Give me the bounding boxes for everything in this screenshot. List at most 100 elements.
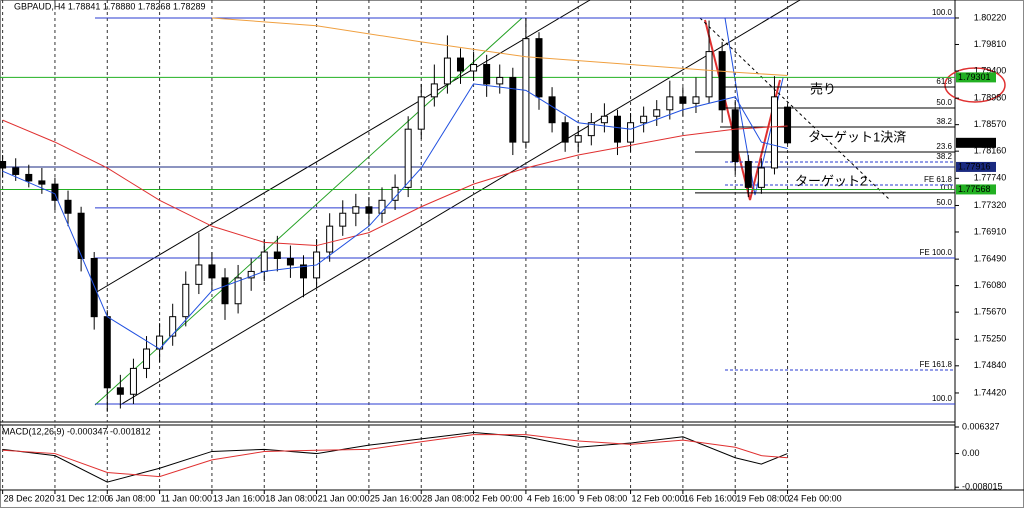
candle-body [574, 135, 582, 143]
y-tick-label: 1.77320 [974, 200, 1007, 210]
level-label: FE 61.8 [924, 175, 953, 184]
x-tick-label: 24 Feb 00:00 [789, 493, 842, 503]
y-tick-label: 1.79400 [974, 65, 1007, 75]
y-tick-label: 1.76080 [974, 280, 1007, 290]
annotation: ターゲット2 [795, 173, 867, 188]
candle-body [757, 167, 765, 188]
candle-body [339, 212, 347, 227]
x-tick-label: 18 Jan 08:00 [265, 493, 317, 503]
x-tick-label: 13 Jan 16:00 [213, 493, 265, 503]
price-tag-label: 1.79301 [958, 72, 991, 82]
y-tick-label: 1.75250 [974, 334, 1007, 344]
candle-body [784, 106, 792, 144]
candle-body [129, 367, 137, 395]
candle-body [548, 96, 556, 124]
candle-body [705, 51, 713, 98]
y-tick-label: 0.006327 [962, 421, 1000, 431]
x-tick-label: 21 Jan 00:00 [318, 493, 370, 503]
price-tag-label: 1.77916 [958, 161, 991, 171]
candle-body [483, 64, 491, 85]
level-label: 61.8 [936, 77, 952, 86]
candle-body [600, 115, 608, 124]
annotation: 売り [810, 81, 836, 96]
candle-body [273, 251, 281, 259]
candle-body [64, 199, 72, 214]
candle-body [378, 199, 386, 214]
x-tick-label: 4 Feb 16:00 [527, 493, 575, 503]
candle-body [234, 277, 242, 305]
candle-body [25, 173, 33, 182]
projection-line [699, 17, 891, 201]
level-label: 50.0 [936, 98, 952, 107]
level-label: 50.0 [936, 198, 952, 207]
x-tick-label: 16 Feb 16:00 [684, 493, 737, 503]
candle-body [260, 251, 268, 272]
candle-body [470, 64, 478, 72]
candle-body [561, 122, 569, 143]
price-tag [956, 184, 996, 195]
candle-body [613, 115, 621, 143]
y-tick-label: 1.77740 [974, 173, 1007, 183]
candle-body [195, 264, 203, 285]
y-tick-label: 1.78160 [974, 146, 1007, 156]
y-tick-label: 1.78980 [974, 93, 1007, 103]
candle-body [679, 96, 687, 104]
y-tick-label: 1.74420 [974, 387, 1007, 397]
candle-body [443, 57, 451, 85]
x-tick-label: 11 Jan 00:00 [161, 493, 212, 503]
candle-body [286, 257, 294, 266]
candle-body [640, 115, 648, 124]
level-label: 0.0 [941, 183, 953, 192]
candle-body [417, 96, 425, 130]
macd-title: MACD(12,26,9) -0.000347 -0.001812 [2, 426, 151, 436]
line-series [2, 432, 788, 483]
candle-body [653, 109, 661, 117]
channel-line [94, 0, 591, 294]
candle-body [77, 212, 85, 259]
candle-body [300, 264, 308, 279]
x-tick-label: 31 Dec 12:00 [56, 493, 110, 503]
candle-body [169, 316, 177, 337]
level-label: 100.0 [932, 394, 953, 403]
candle-body [208, 264, 216, 279]
candle-body [456, 57, 464, 72]
candle-body [587, 122, 595, 137]
line-series [2, 434, 788, 478]
candle-body [90, 257, 98, 318]
candle-body [496, 76, 504, 85]
candle-body [770, 96, 778, 169]
x-tick-label: 9 Feb 08:00 [579, 493, 627, 503]
candle-body [143, 348, 151, 369]
candle-body [365, 206, 373, 214]
candle-body [38, 180, 46, 185]
candle-body [430, 83, 438, 98]
annotation: ターゲット1決済 [808, 129, 906, 144]
candle-body [12, 167, 20, 175]
candle-body [103, 316, 111, 389]
line-series [2, 119, 788, 247]
line-series [211, 17, 788, 77]
level-label: FE 161.8 [920, 360, 953, 369]
price-tag [956, 137, 996, 148]
candle-body [731, 109, 739, 163]
candle-body [391, 186, 399, 201]
x-tick-label: 28 Dec 2020 [4, 493, 55, 503]
drawings [94, 0, 1006, 406]
highlight-circle [944, 67, 1006, 103]
zigzag [724, 17, 784, 196]
candle-body [221, 277, 229, 305]
price-tag-label: 1.77568 [958, 184, 991, 194]
candle-body [509, 76, 517, 143]
x-tick-label: 28 Jan 08:00 [422, 493, 474, 503]
candle-body [0, 161, 7, 169]
candle-body [352, 206, 360, 214]
channel-line [119, 0, 801, 406]
candle-body [326, 225, 334, 253]
level-label: 38.2 [936, 117, 952, 126]
candle-body [692, 96, 700, 104]
candle-body [666, 96, 674, 111]
candle-body [744, 161, 752, 188]
level-label: 38.2 [936, 152, 952, 161]
